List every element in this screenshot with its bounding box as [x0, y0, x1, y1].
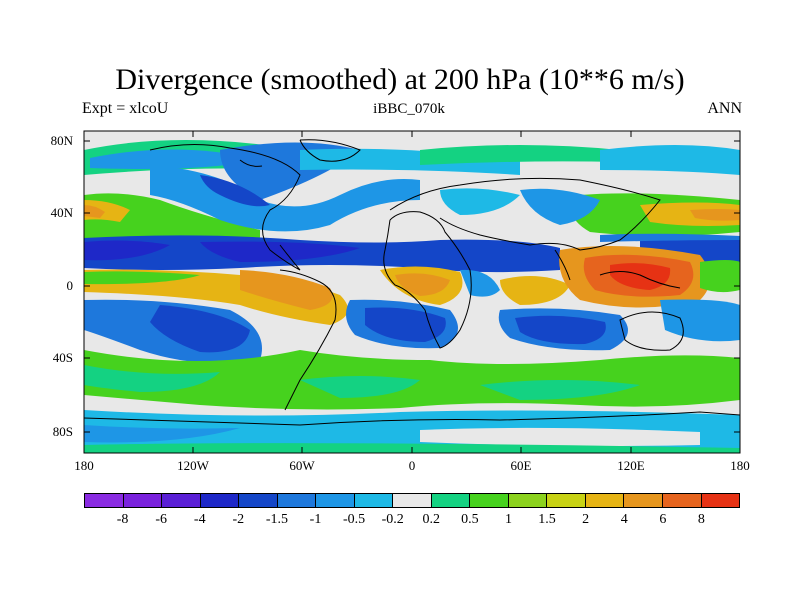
lat-tick-label: 0	[66, 278, 74, 293]
lon-tick-label: 120E	[617, 458, 645, 473]
field-band	[610, 263, 671, 290]
lat-tick-label: 80N	[50, 133, 73, 148]
colorbar-label: -8	[116, 512, 129, 527]
field-band	[84, 193, 260, 245]
run-label: iBBC_070k	[373, 101, 445, 117]
field-band	[690, 209, 740, 221]
colorbar-swatch	[393, 494, 432, 507]
coastline-australia	[619, 311, 684, 351]
field-band	[440, 188, 520, 215]
coastlines	[84, 139, 740, 426]
coastline-north-america	[149, 143, 301, 271]
colorbar-swatch	[354, 494, 394, 507]
field-band	[84, 205, 105, 218]
colorbar-swatch	[470, 494, 509, 507]
lon-tick-label: 180	[74, 458, 94, 473]
field-band	[460, 269, 500, 297]
colorbar-label: 0.5	[461, 512, 479, 527]
coastline-eurasia	[389, 177, 661, 251]
coastline-antarctica	[84, 411, 740, 426]
field-band	[200, 175, 270, 207]
colorbar-swatch	[123, 494, 163, 507]
lat-tick-label: 80S	[52, 424, 73, 439]
lon-tick-label: 0	[408, 458, 416, 473]
field-band	[84, 271, 200, 285]
colorbar-label: 8	[697, 512, 705, 527]
colorbar-label: -1	[309, 512, 322, 527]
lon-tick-label: 60E	[510, 458, 532, 473]
lon-tick-label: 120W	[177, 458, 209, 473]
colorbar-swatch	[162, 494, 201, 507]
field-band	[480, 380, 640, 400]
colorbar-swatch	[585, 494, 625, 507]
colorbar-label: -0.5	[343, 512, 366, 527]
coastline-africa	[383, 211, 472, 349]
colorbar-label: 1.5	[538, 512, 556, 527]
field-band	[600, 145, 740, 175]
colorbar-label: -0.2	[381, 512, 404, 527]
colorbar-swatch	[701, 494, 740, 507]
field-band	[84, 425, 240, 443]
colorbar-swatch	[85, 494, 124, 507]
colorbar-swatch	[508, 494, 548, 507]
colorbar-swatch	[200, 494, 240, 507]
colorbar-label: 1	[504, 512, 512, 527]
colorbar-swatch	[624, 494, 663, 507]
colorbar-label: -2	[232, 512, 245, 527]
experiment-label: Expt = xlcoU	[82, 100, 169, 117]
colorbar	[84, 493, 740, 508]
field-band	[200, 241, 360, 262]
colorbar-label: 2	[582, 512, 590, 527]
colorbar-swatch	[547, 494, 586, 507]
coastline-south-america	[279, 269, 337, 411]
colorbar-label: -6	[155, 512, 167, 527]
lat-tick-label: 40N	[50, 205, 73, 220]
season-label: ANN	[707, 100, 742, 117]
colorbar-swatch	[662, 494, 702, 507]
lon-tick-label: 60W	[289, 458, 315, 473]
lon-tick-label: 180	[730, 458, 750, 473]
field-band	[420, 427, 700, 446]
colorbar-swatch	[239, 494, 278, 507]
field-band	[515, 315, 606, 345]
colorbar-label: 6	[659, 512, 667, 527]
field-band	[84, 240, 170, 261]
axis-ticks	[84, 131, 740, 453]
colorbar-swatch	[431, 494, 471, 507]
colorbar-label: -1.5	[265, 512, 289, 527]
field-band	[365, 307, 446, 342]
coastline-maritime	[599, 271, 681, 289]
colorbar-swatch	[277, 494, 317, 507]
colorbar-label: 0.2	[422, 512, 441, 527]
lat-tick-label: 40S	[52, 350, 73, 365]
map-field	[84, 131, 740, 453]
colorbar-label: -4	[193, 512, 206, 527]
field-band	[600, 233, 740, 242]
field-band	[520, 188, 600, 225]
coastline-india	[554, 249, 571, 281]
field-band	[90, 149, 260, 169]
field-band	[240, 270, 333, 310]
field-band	[84, 365, 220, 392]
field-band	[660, 299, 740, 342]
field-band	[395, 273, 450, 296]
colorbar-label: 4	[620, 512, 628, 527]
field-band	[300, 376, 420, 398]
field-band	[500, 276, 570, 305]
field-band	[700, 260, 740, 293]
colorbar-swatch	[316, 494, 355, 507]
coastline-hudson	[239, 159, 263, 167]
coastline-greenland	[299, 139, 361, 162]
plot-title: Divergence (smoothed) at 200 hPa (10**6 …	[115, 63, 685, 96]
field-band	[150, 305, 250, 353]
field-band	[420, 145, 620, 165]
